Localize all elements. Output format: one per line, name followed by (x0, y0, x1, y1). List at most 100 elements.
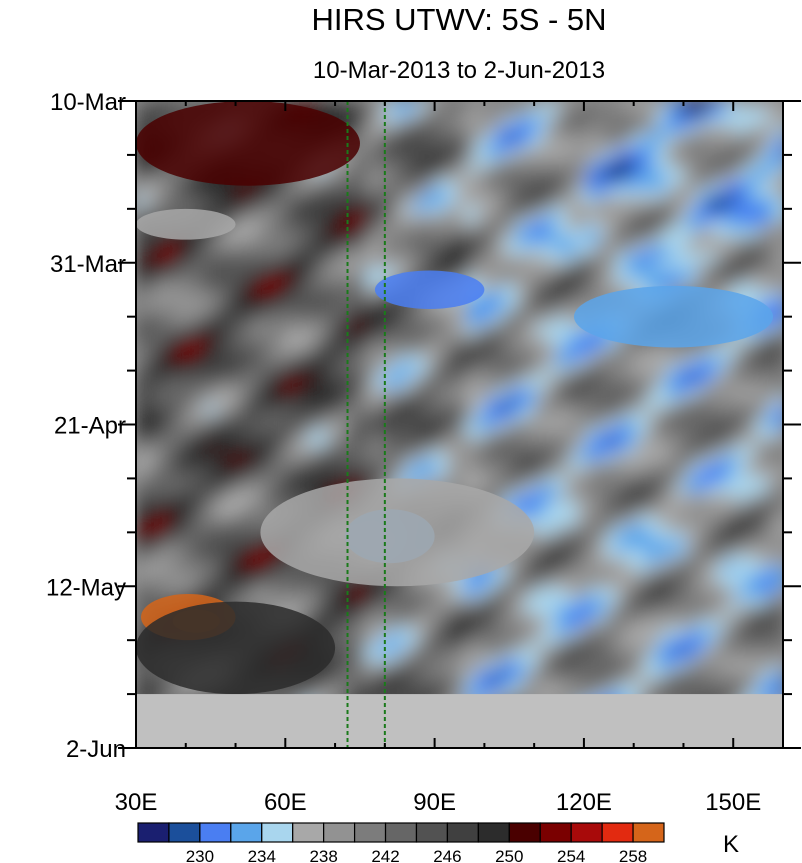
field-cell (376, 357, 387, 366)
field-cell (476, 221, 487, 230)
field-cell (506, 117, 517, 126)
field-cell (146, 429, 157, 438)
field-cell (236, 381, 247, 390)
field-cell (486, 421, 497, 430)
field-cell (586, 653, 597, 662)
field-cell (156, 541, 167, 550)
field-cell (676, 621, 687, 630)
field-cell (616, 469, 627, 478)
field-cell (266, 405, 277, 414)
field-cell (776, 245, 783, 254)
field-cell (776, 293, 783, 302)
field-cell (606, 445, 617, 454)
field-cell (716, 405, 727, 414)
field-cell (376, 349, 387, 358)
field-cell (446, 133, 457, 142)
field-cell (326, 685, 337, 694)
field-cell (186, 285, 197, 294)
field-cell (336, 413, 347, 422)
field-cell (536, 285, 547, 294)
field-cell (556, 197, 567, 206)
field-cell (476, 581, 487, 590)
field-cell (146, 173, 157, 182)
field-cell (266, 341, 277, 350)
field-cell (686, 493, 697, 502)
field-cell (656, 509, 667, 518)
field-cell (706, 189, 717, 198)
field-cell (576, 277, 587, 286)
field-cell (696, 621, 707, 630)
field-cell (516, 621, 527, 630)
field-cell (266, 309, 277, 318)
field-cell (136, 405, 147, 414)
field-cell (206, 301, 217, 310)
field-cell (626, 213, 637, 222)
field-cell (236, 365, 247, 374)
field-cell (606, 229, 617, 238)
field-cell (136, 669, 147, 678)
field-cell (546, 229, 557, 238)
field-cell (246, 381, 257, 390)
field-cell (216, 493, 227, 502)
field-cell (206, 293, 217, 302)
field-cell (486, 181, 497, 190)
field-cell (336, 669, 347, 678)
field-cell (326, 389, 337, 398)
field-cell (366, 381, 377, 390)
field-cell (416, 405, 427, 414)
field-cell (556, 677, 567, 686)
field-cell (566, 325, 577, 334)
field-cell (356, 133, 367, 142)
field-cell (266, 573, 277, 582)
field-cell (556, 501, 567, 510)
field-cell (636, 621, 647, 630)
field-cell (566, 181, 577, 190)
field-cell (686, 605, 697, 614)
field-cell (546, 245, 557, 254)
field-cell (136, 261, 147, 270)
field-cell (416, 453, 427, 462)
field-cell (716, 429, 727, 438)
field-cell (346, 677, 357, 686)
field-cell (576, 237, 587, 246)
field-cell (516, 501, 527, 510)
field-cell (706, 165, 717, 174)
field-cell (346, 189, 357, 198)
field-cell (426, 309, 437, 318)
field-cell (596, 469, 607, 478)
field-cell (736, 173, 747, 182)
field-cell (596, 229, 607, 238)
field-cell (706, 269, 717, 278)
field-cell (266, 421, 277, 430)
field-cell (396, 373, 407, 382)
field-cell (636, 245, 647, 254)
field-cell (656, 661, 667, 670)
field-cell (556, 165, 567, 174)
field-cell (696, 645, 707, 654)
field-cell (526, 445, 537, 454)
field-cell (746, 389, 757, 398)
field-cell (216, 285, 227, 294)
field-cell (286, 485, 297, 494)
field-cell (256, 597, 267, 606)
field-cell (396, 205, 407, 214)
field-cell (146, 197, 157, 206)
field-cell (686, 557, 697, 566)
field-cell (646, 621, 657, 630)
field-cell (156, 397, 167, 406)
field-cell (166, 237, 177, 246)
field-cell (166, 429, 177, 438)
field-cell (246, 373, 257, 382)
field-cell (426, 261, 437, 270)
field-cell (166, 189, 177, 198)
field-cell (526, 685, 537, 694)
field-cell (256, 501, 267, 510)
field-cell (326, 613, 337, 622)
field-cell (776, 373, 783, 382)
field-cell (446, 261, 457, 270)
field-cell (466, 253, 477, 262)
field-cell (236, 597, 247, 606)
field-cell (706, 653, 717, 662)
field-cell (326, 189, 337, 198)
field-cell (176, 485, 187, 494)
